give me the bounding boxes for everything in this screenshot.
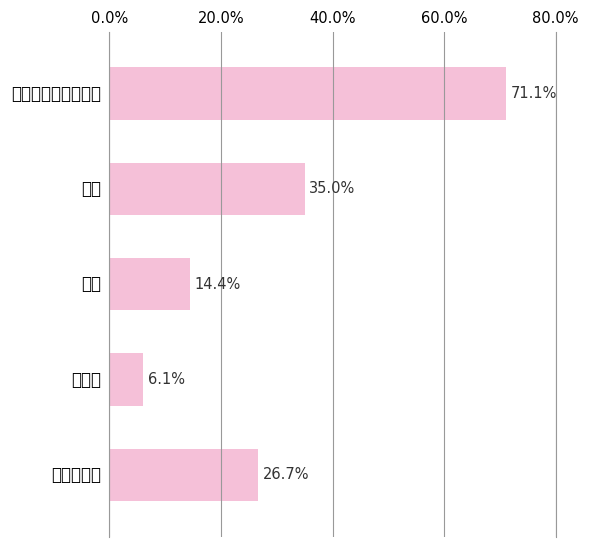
- Bar: [109, 353, 143, 406]
- Bar: [109, 163, 304, 215]
- Text: 14.4%: 14.4%: [194, 277, 241, 292]
- Text: 35.0%: 35.0%: [309, 181, 355, 196]
- Bar: [109, 449, 258, 501]
- Text: 71.1%: 71.1%: [510, 86, 557, 101]
- Bar: [109, 258, 190, 311]
- Text: 26.7%: 26.7%: [263, 467, 309, 482]
- Text: 6.1%: 6.1%: [148, 372, 185, 387]
- Bar: [109, 67, 506, 120]
